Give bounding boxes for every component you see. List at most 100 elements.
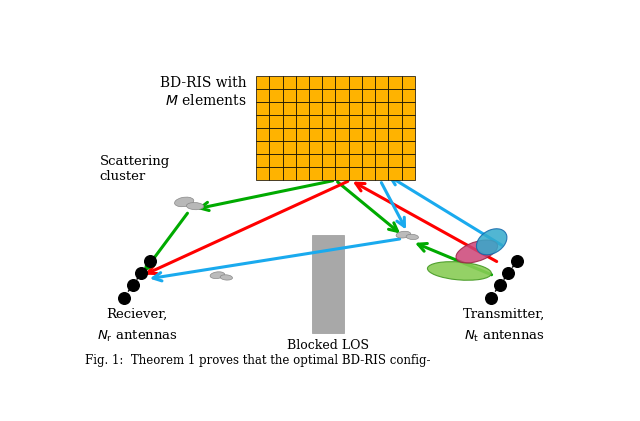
Text: Fig. 1:  Theorem 1 proves that the optimal BD-RIS config-: Fig. 1: Theorem 1 proves that the optima… <box>85 354 431 367</box>
Bar <box>282 167 296 180</box>
Bar <box>362 167 375 180</box>
Bar <box>256 89 269 102</box>
Bar <box>269 154 282 167</box>
Bar <box>256 167 269 180</box>
Bar <box>375 115 388 128</box>
Bar <box>362 128 375 141</box>
Point <box>486 294 496 301</box>
Bar <box>309 115 322 128</box>
Bar <box>322 102 335 115</box>
Bar <box>312 235 344 333</box>
Point <box>145 257 156 264</box>
Bar <box>322 115 335 128</box>
Bar <box>349 89 362 102</box>
Bar <box>375 102 388 115</box>
Bar <box>335 154 349 167</box>
Bar <box>309 141 322 154</box>
Bar <box>256 115 269 128</box>
Bar <box>375 89 388 102</box>
Bar <box>256 77 269 89</box>
Bar <box>375 167 388 180</box>
Bar <box>269 115 282 128</box>
Bar <box>322 141 335 154</box>
Text: Blocked LOS: Blocked LOS <box>287 339 369 352</box>
Point <box>495 282 505 289</box>
Bar <box>362 89 375 102</box>
Bar <box>309 102 322 115</box>
Bar <box>282 77 296 89</box>
Bar <box>322 89 335 102</box>
Bar <box>296 141 309 154</box>
Bar <box>269 102 282 115</box>
Bar <box>362 141 375 154</box>
Bar <box>401 102 415 115</box>
Bar <box>309 128 322 141</box>
Bar <box>388 167 401 180</box>
Bar <box>349 141 362 154</box>
Ellipse shape <box>428 262 492 280</box>
Bar <box>388 77 401 89</box>
Bar <box>362 77 375 89</box>
Point <box>512 257 522 264</box>
Bar <box>401 141 415 154</box>
Bar <box>282 89 296 102</box>
Text: Scattering
cluster: Scattering cluster <box>100 155 170 183</box>
Bar <box>282 141 296 154</box>
Bar <box>401 154 415 167</box>
Bar <box>388 128 401 141</box>
Bar <box>282 115 296 128</box>
Bar <box>296 154 309 167</box>
Bar <box>362 115 375 128</box>
Bar <box>335 115 349 128</box>
Bar <box>322 128 335 141</box>
Bar <box>269 89 282 102</box>
Bar <box>296 102 309 115</box>
Ellipse shape <box>220 275 232 280</box>
Bar <box>349 154 362 167</box>
Bar <box>388 141 401 154</box>
Bar <box>335 102 349 115</box>
Bar <box>375 128 388 141</box>
Bar <box>335 77 349 89</box>
Ellipse shape <box>406 234 419 240</box>
Bar <box>322 167 335 180</box>
Bar <box>362 154 375 167</box>
Ellipse shape <box>396 231 411 238</box>
Bar <box>296 77 309 89</box>
Bar <box>282 154 296 167</box>
Text: $N_\mathrm{r}$ antennas: $N_\mathrm{r}$ antennas <box>97 329 177 344</box>
Bar <box>256 128 269 141</box>
Bar <box>401 115 415 128</box>
Bar <box>335 167 349 180</box>
Bar <box>309 89 322 102</box>
Bar <box>335 128 349 141</box>
Bar <box>269 141 282 154</box>
Bar <box>388 102 401 115</box>
Bar <box>335 89 349 102</box>
Bar <box>388 154 401 167</box>
Bar <box>401 89 415 102</box>
Text: BD-RIS with
$M$ elements: BD-RIS with $M$ elements <box>159 76 246 108</box>
Bar <box>401 77 415 89</box>
Bar <box>349 115 362 128</box>
Bar <box>269 128 282 141</box>
Bar <box>322 154 335 167</box>
Ellipse shape <box>476 229 507 255</box>
Bar <box>362 102 375 115</box>
Bar <box>401 128 415 141</box>
Text: Transmitter,: Transmitter, <box>463 308 545 321</box>
Ellipse shape <box>456 240 498 263</box>
Bar <box>388 89 401 102</box>
Bar <box>349 77 362 89</box>
Ellipse shape <box>175 197 194 207</box>
Bar <box>375 141 388 154</box>
Bar <box>256 154 269 167</box>
Bar <box>375 154 388 167</box>
Bar <box>309 167 322 180</box>
Ellipse shape <box>210 272 225 279</box>
Bar <box>349 102 362 115</box>
Bar <box>296 89 309 102</box>
Bar <box>296 115 309 128</box>
Bar <box>256 102 269 115</box>
Bar <box>282 102 296 115</box>
